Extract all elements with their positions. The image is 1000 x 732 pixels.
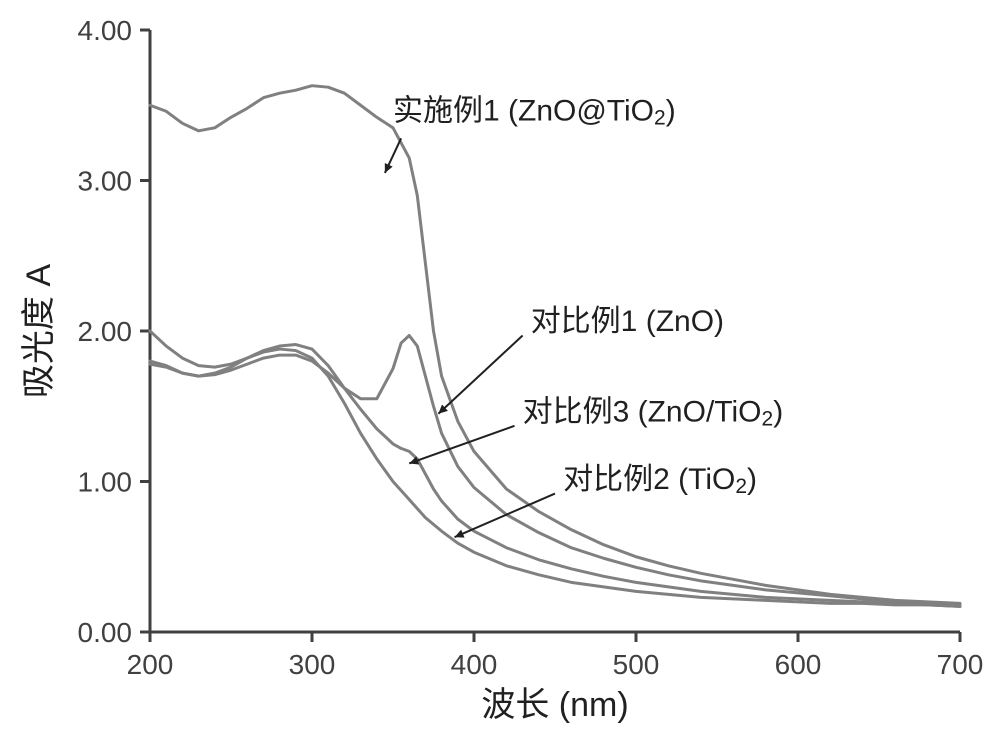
annotation-label-compare2: 对比例2 (TiO2): [563, 463, 757, 498]
x-tick-label: 500: [613, 649, 660, 680]
absorbance-chart: 200 300 400 500 600 700 0.00 1.00 2.00 3.00 4.00 波长…: [0, 0, 1000, 732]
chart-container: 200 300 400 500 600 700 0.00 1.00 2.00 3.00 4.00 波长…: [0, 0, 1000, 732]
y-tick-label: 0.00: [78, 617, 133, 648]
y-tick-label: 3.00: [78, 165, 133, 196]
x-tick-label: 200: [127, 649, 174, 680]
y-tick-label: 1.00: [78, 466, 133, 497]
y-tick-label: 4.00: [78, 15, 133, 46]
y-axis-title: 吸光度 A: [20, 264, 58, 398]
x-tick-label: 600: [775, 649, 822, 680]
x-tick-label: 400: [451, 649, 498, 680]
annotation-label-compare1: 对比例1 (ZnO): [531, 305, 724, 338]
annotation-label-example1: 实施例1 (ZnO@TiO2): [393, 94, 676, 129]
y-tick-label: 2.00: [78, 316, 133, 347]
x-tick-label: 700: [937, 649, 984, 680]
x-axis-title: 波长 (nm): [481, 686, 628, 724]
x-tick-label: 300: [289, 649, 336, 680]
annotation-label-compare3: 对比例3 (ZnO/TiO2): [523, 395, 784, 430]
